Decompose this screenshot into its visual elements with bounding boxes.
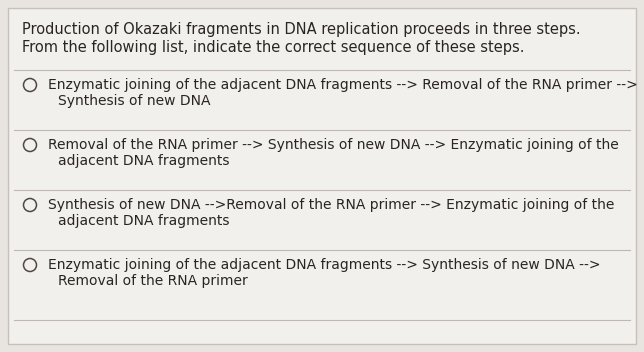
Text: adjacent DNA fragments: adjacent DNA fragments: [58, 154, 229, 168]
Text: Enzymatic joining of the adjacent DNA fragments --> Removal of the RNA primer --: Enzymatic joining of the adjacent DNA fr…: [48, 78, 638, 92]
Text: Synthesis of new DNA: Synthesis of new DNA: [58, 94, 211, 108]
Text: Production of Okazaki fragments in DNA replication proceeds in three steps.: Production of Okazaki fragments in DNA r…: [22, 22, 581, 37]
Text: adjacent DNA fragments: adjacent DNA fragments: [58, 214, 229, 228]
Text: Removal of the RNA primer --> Synthesis of new DNA --> Enzymatic joining of the: Removal of the RNA primer --> Synthesis …: [48, 138, 619, 152]
Text: Removal of the RNA primer: Removal of the RNA primer: [58, 274, 248, 288]
Text: Synthesis of new DNA -->Removal of the RNA primer --> Enzymatic joining of the: Synthesis of new DNA -->Removal of the R…: [48, 198, 614, 212]
Text: From the following list, indicate the correct sequence of these steps.: From the following list, indicate the co…: [22, 40, 524, 55]
FancyBboxPatch shape: [8, 8, 636, 344]
Text: Enzymatic joining of the adjacent DNA fragments --> Synthesis of new DNA -->: Enzymatic joining of the adjacent DNA fr…: [48, 258, 600, 272]
